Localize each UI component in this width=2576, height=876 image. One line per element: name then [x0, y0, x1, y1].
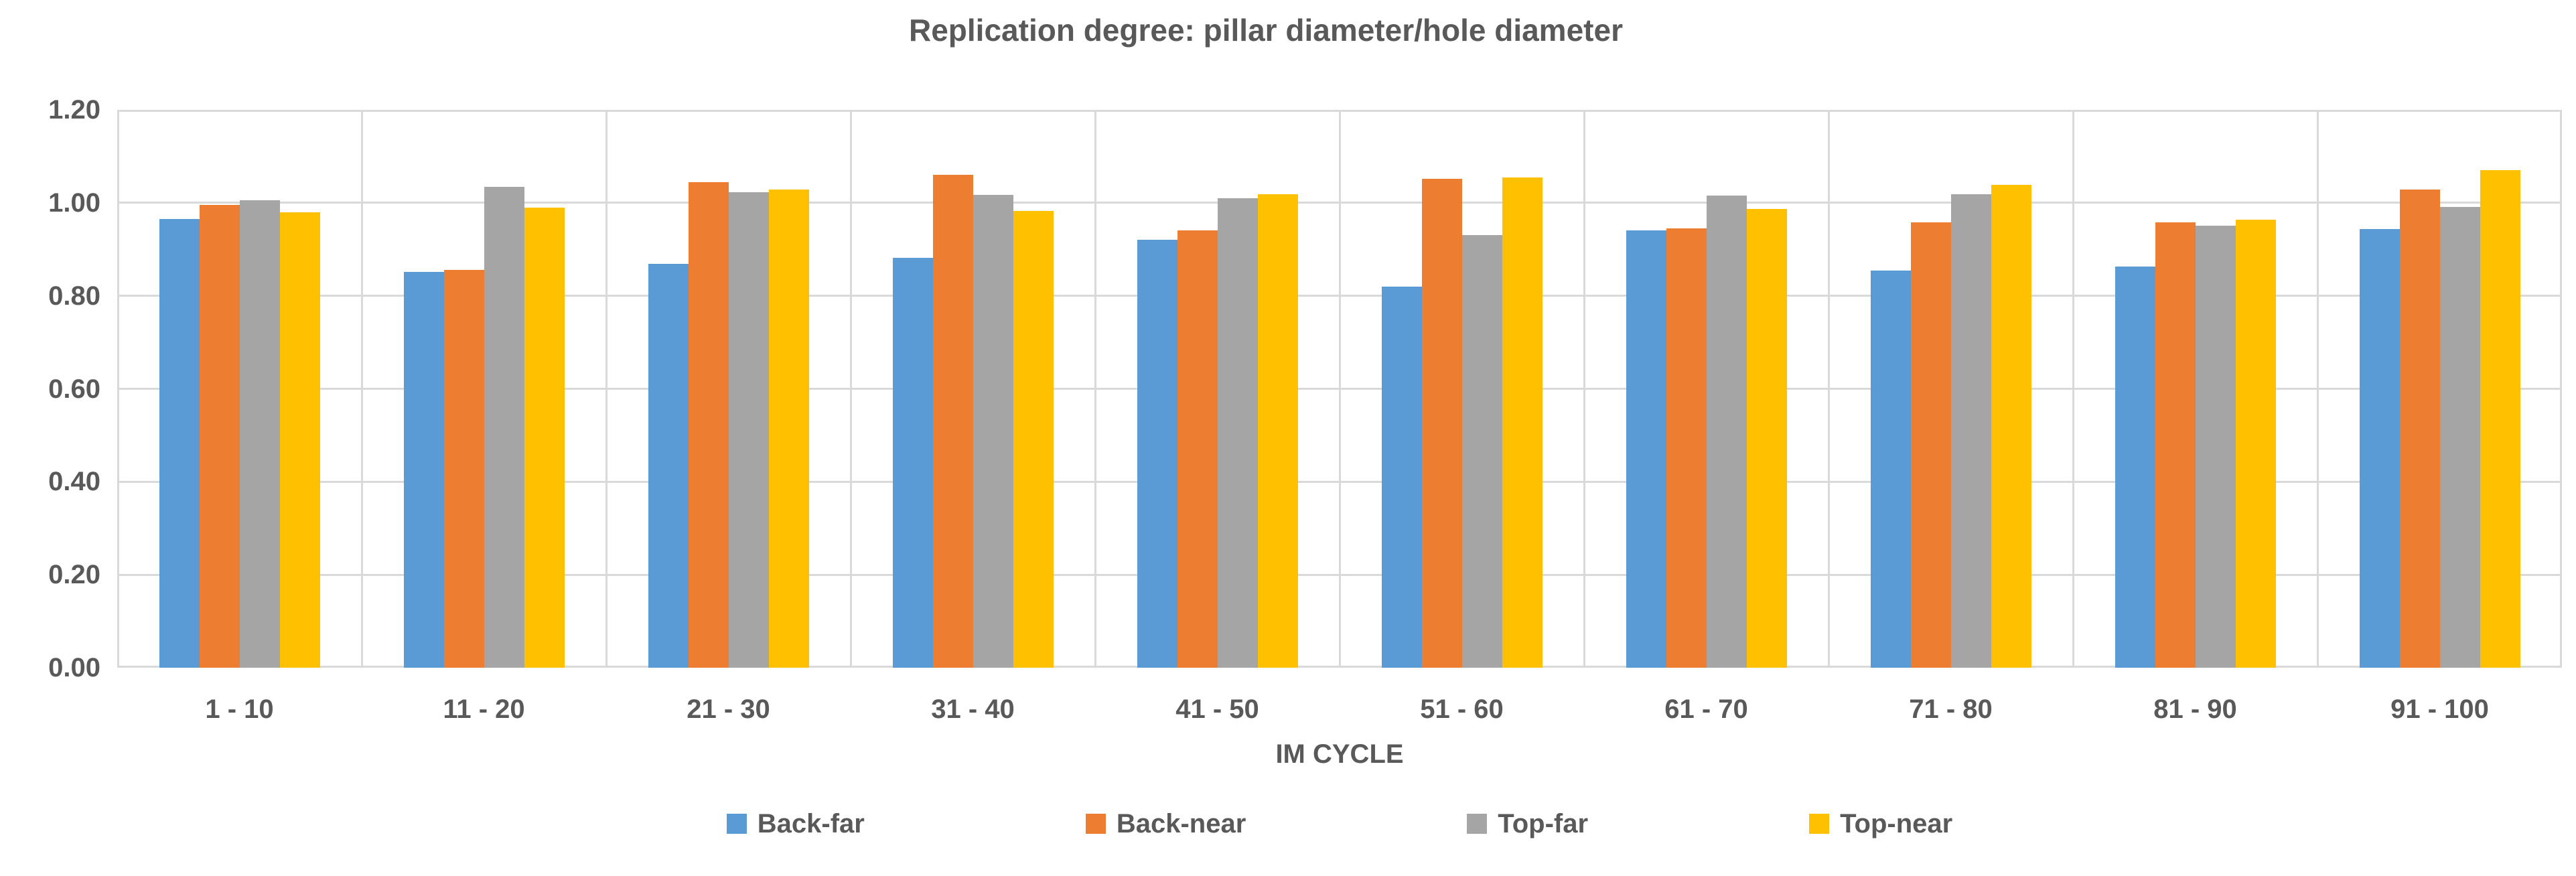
bar-top-near: [1013, 210, 1054, 668]
plot-area: [117, 110, 2562, 668]
y-tick-label: 0.40: [48, 467, 100, 497]
bar-top-near: [1502, 177, 1543, 668]
bar-back-near: [1177, 230, 1218, 668]
legend: Back-far Back-near Top-far Top-near: [117, 808, 2562, 840]
y-tick-label: 1.20: [48, 95, 100, 125]
legend-label: Back-far: [757, 809, 865, 838]
legend-marker-back-far-icon: [726, 814, 747, 834]
bar-top-near: [768, 190, 809, 668]
bar-top-far: [728, 192, 769, 668]
x-tick-label: 41 - 50: [1175, 695, 1259, 724]
bar-back-near: [1421, 178, 1462, 668]
y-axis-tick-labels: 0.00 0.20 0.40 0.60 0.80 1.00 1.20: [0, 95, 100, 682]
bar-top-far: [484, 187, 524, 668]
y-tick-label: 1.00: [48, 188, 100, 218]
gridline-vertical: [2316, 110, 2319, 668]
y-tick-label: 0.00: [48, 653, 100, 682]
bar-back-near: [199, 205, 240, 668]
bar-back-far: [2115, 266, 2155, 668]
bar-top-near: [524, 207, 565, 668]
bar-top-far: [1461, 234, 1502, 668]
gridline-vertical: [849, 110, 852, 668]
legend-marker-top-near-icon: [1809, 814, 1830, 834]
bar-back-near: [443, 269, 484, 668]
bar-top-near: [2480, 170, 2520, 668]
bar-back-far: [403, 271, 444, 668]
legend-item-top-near: Top-near: [1809, 808, 1952, 840]
y-tick-label: 0.80: [48, 281, 100, 311]
bar-back-near: [2155, 222, 2196, 668]
legend-item-back-far: Back-far: [726, 808, 865, 840]
bar-top-near: [1991, 184, 2031, 668]
y-tick-label: 0.20: [48, 560, 100, 590]
bar-top-far: [2195, 225, 2236, 668]
gridline-vertical: [1338, 110, 1341, 668]
bar-back-far: [1626, 230, 1666, 668]
bar-back-near: [932, 175, 973, 668]
bar-top-near: [1257, 194, 1298, 668]
bar-back-near: [688, 181, 729, 668]
legend-marker-back-near-icon: [1085, 814, 1106, 834]
legend-label: Back-near: [1116, 809, 1246, 838]
x-tick-label: 31 - 40: [931, 695, 1015, 724]
gridline-vertical: [1827, 110, 1830, 668]
x-tick-label: 81 - 90: [2153, 695, 2237, 724]
legend-label: Top-far: [1498, 809, 1589, 838]
x-tick-label: 71 - 80: [1909, 695, 1993, 724]
bar-back-far: [159, 219, 200, 668]
gridline-vertical: [1583, 110, 1585, 668]
x-tick-label: 51 - 60: [1420, 695, 1504, 724]
bar-top-near: [2235, 219, 2276, 668]
bar-back-far: [1381, 287, 1422, 668]
gridline-vertical: [2072, 110, 2074, 668]
bar-back-near: [2399, 190, 2440, 668]
gridline-vertical: [605, 110, 607, 668]
x-tick-label: 1 - 10: [205, 695, 274, 724]
bar-top-far: [973, 195, 1013, 668]
bar-top-far: [239, 200, 280, 668]
bar-top-near: [279, 212, 320, 668]
gridline-vertical: [2560, 110, 2562, 668]
bar-back-far: [1870, 270, 1911, 668]
legend-item-back-near: Back-near: [1085, 808, 1246, 840]
bar-back-near: [1666, 228, 1707, 668]
bar-back-far: [648, 264, 689, 668]
chart-title: Replication degree: pillar diameter/hole…: [909, 13, 1623, 48]
bar-back-far: [1137, 240, 1177, 668]
bar-top-far: [1950, 194, 1991, 668]
gridline-vertical: [1094, 110, 1096, 668]
bar-top-far: [1706, 195, 1747, 668]
y-tick-label: 0.60: [48, 374, 100, 404]
bar-back-near: [1910, 222, 1951, 668]
x-tick-label: 11 - 20: [443, 695, 525, 724]
bar-back-far: [2359, 228, 2400, 668]
x-tick-label: 91 - 100: [2390, 695, 2489, 724]
legend-marker-top-far-icon: [1467, 814, 1488, 834]
x-tick-label: 61 - 70: [1664, 695, 1748, 724]
x-tick-label: 21 - 30: [687, 695, 770, 724]
gridline-vertical: [360, 110, 363, 668]
x-axis-tick-labels: 1 - 10 11 - 20 21 - 30 31 - 40 41 - 50 51 - 6…: [117, 691, 2562, 727]
legend-item-top-far: Top-far: [1467, 808, 1588, 840]
legend-label: Top-near: [1840, 809, 1953, 838]
x-axis-title: IM CYCLE: [1275, 739, 1404, 769]
bar-top-far: [2439, 207, 2480, 668]
bar-top-near: [1746, 208, 1787, 668]
bar-back-far: [892, 257, 933, 668]
gridline-vertical: [117, 110, 119, 668]
bar-top-far: [1217, 198, 1258, 668]
